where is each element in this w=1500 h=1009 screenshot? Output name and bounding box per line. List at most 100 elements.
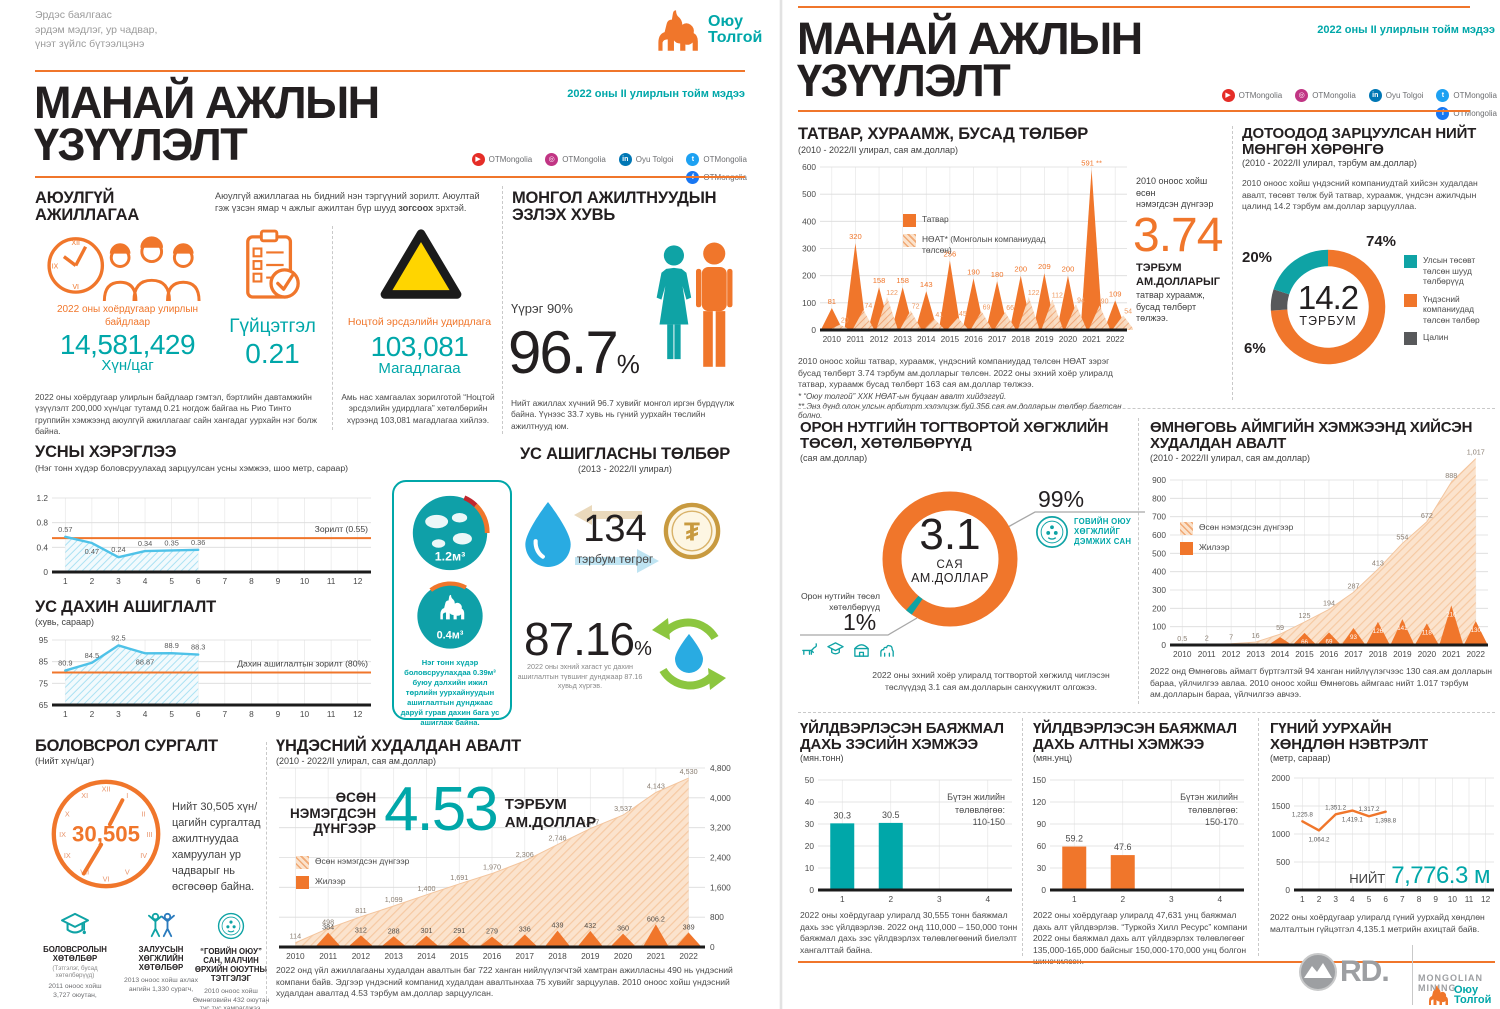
twitter-icon: t bbox=[1436, 89, 1450, 102]
svg-text:300: 300 bbox=[1152, 585, 1166, 595]
umnugovi-sub: (2010 - 2022/II улирал, сая ам.доллар) bbox=[1150, 453, 1311, 463]
svg-text:2,400: 2,400 bbox=[710, 853, 731, 863]
svg-text:6: 6 bbox=[196, 709, 201, 719]
workers-note: Нийт ажиллах хүчний 96.7 хувийг монгол и… bbox=[511, 398, 735, 431]
svg-text:2015: 2015 bbox=[941, 334, 960, 344]
title-line1: МАНАЙ АЖЛЫН bbox=[797, 13, 1143, 64]
copper-sub: (мян.тонн) bbox=[800, 753, 844, 763]
svg-text:800: 800 bbox=[1152, 493, 1166, 503]
svg-text:90: 90 bbox=[1037, 819, 1047, 829]
mountain-icon bbox=[1299, 953, 1337, 991]
program-note: 2010 оноос хойш Өмнөговийн 432 оюутан тус … bbox=[192, 987, 270, 1009]
tax-stat-unit: ТЭРБУМ АМ.ДОЛЛАРЫГ bbox=[1136, 262, 1220, 290]
social-link-linkedin[interactable]: in Oyu Tolgoi bbox=[618, 153, 673, 166]
social-link-twitter[interactable]: t OTMongolia bbox=[1436, 89, 1497, 102]
svg-text:95: 95 bbox=[39, 635, 49, 645]
social-label: OTMongolia bbox=[1238, 91, 1283, 100]
svg-text:2018: 2018 bbox=[1369, 649, 1388, 659]
social-link-instagram[interactable]: ◎ OTMongolia bbox=[1295, 89, 1356, 102]
youtube-icon: ▶ bbox=[1221, 89, 1235, 102]
svg-text:287: 287 bbox=[1347, 581, 1359, 590]
social-link-instagram[interactable]: ◎ OTMongolia bbox=[545, 153, 606, 166]
domestic-donut-chart bbox=[1270, 249, 1386, 365]
svg-text:2011: 2011 bbox=[847, 334, 865, 344]
svg-text:IX: IX bbox=[52, 263, 59, 270]
legend-item: Өсөн нэмэгдсэн дүнгээр bbox=[1180, 522, 1309, 535]
domestic-center-unit: ТЭРБУМ bbox=[1299, 314, 1357, 328]
svg-text:200: 200 bbox=[1014, 265, 1027, 274]
svg-text:30.3: 30.3 bbox=[833, 810, 851, 820]
svg-text:4,000: 4,000 bbox=[710, 793, 731, 803]
goat-icon bbox=[800, 641, 819, 664]
program-note: 2011 оноос хойш 3,727 оюутан, bbox=[48, 982, 102, 999]
svg-text:2011: 2011 bbox=[319, 951, 337, 961]
domestic-label-20: 20% bbox=[1242, 249, 1273, 266]
social-link-youtube[interactable]: ▶ OTMongolia bbox=[471, 153, 533, 166]
linkedin-icon: in bbox=[1368, 89, 1382, 102]
issue-label: 2022 оны II улирлын тойм мэдээ bbox=[567, 88, 745, 100]
svg-text:30: 30 bbox=[1037, 863, 1047, 873]
svg-text:2021: 2021 bbox=[1442, 649, 1461, 659]
national-stat-prefix3: ДҮНГЭЭР bbox=[313, 821, 377, 837]
svg-text:0: 0 bbox=[1041, 885, 1046, 895]
domestic-legend: Улсын төсөвт төлсөн шууд төлбөрүүд Үндэсн… bbox=[1404, 255, 1496, 352]
svg-text:336: 336 bbox=[519, 924, 531, 933]
svg-text:6: 6 bbox=[1383, 894, 1388, 904]
male-icon bbox=[696, 242, 733, 367]
svg-text:1,691: 1,691 bbox=[450, 873, 468, 882]
svg-text:109: 109 bbox=[1109, 289, 1122, 298]
svg-text:158: 158 bbox=[873, 276, 886, 285]
national-note: 2022 онд үйл ажиллагааны худалдан авалты… bbox=[276, 965, 733, 999]
community-icon bbox=[852, 641, 871, 664]
social-label: Oyu Tolgoi bbox=[1385, 91, 1424, 100]
svg-text:320: 320 bbox=[849, 232, 862, 241]
svg-text:2018: 2018 bbox=[1011, 334, 1030, 344]
svg-text:811: 811 bbox=[355, 906, 366, 915]
legend-label: Татвар bbox=[922, 214, 949, 224]
youth-icon bbox=[146, 912, 176, 942]
tax-stat-caption: 2010 оноос хойш өсөн нэмэгдсэн дүнгээр bbox=[1136, 176, 1228, 211]
grad-cap-icon bbox=[60, 912, 90, 942]
svg-text:4: 4 bbox=[1217, 894, 1222, 904]
divider bbox=[1138, 418, 1139, 704]
svg-text:88.3: 88.3 bbox=[191, 643, 205, 652]
svg-text:120: 120 bbox=[1032, 797, 1046, 807]
svg-text:III: III bbox=[146, 830, 152, 839]
legend-swatch bbox=[1180, 522, 1193, 535]
rule bbox=[35, 70, 745, 72]
water-reuse-value: 87.16% bbox=[524, 612, 652, 666]
safety-stat3-value: 103,081 bbox=[370, 331, 469, 362]
svg-text:130: 130 bbox=[1471, 627, 1482, 634]
divider bbox=[1258, 718, 1259, 956]
safety-stat1-value: 14,581,429 bbox=[59, 329, 196, 360]
svg-text:7: 7 bbox=[1400, 894, 1405, 904]
legend-item: Өсөн нэмэгдсэн дүнгээр bbox=[296, 856, 425, 869]
svg-text:5: 5 bbox=[169, 576, 174, 586]
social-links: ▶ OTMongolia ◎ OTMongolia in Oyu Tolgoi t OTMon… bbox=[1165, 84, 1497, 120]
svg-text:0.8: 0.8 bbox=[36, 518, 48, 528]
program-title: БОЛОВСРОЛЫН ХӨТӨЛБӨР bbox=[43, 945, 107, 963]
svg-text:90: 90 bbox=[1101, 299, 1109, 306]
svg-text:5: 5 bbox=[1367, 894, 1372, 904]
svg-text:2010: 2010 bbox=[823, 334, 842, 344]
svg-text:2017: 2017 bbox=[1344, 649, 1363, 659]
svg-text:1,600: 1,600 bbox=[710, 882, 731, 892]
program-note: 2013 оноос хойш ахлах ангийн 1,330 сурагч… bbox=[124, 976, 198, 993]
social-link-youtube[interactable]: ▶ OTMongolia bbox=[1221, 89, 1283, 102]
svg-text:2021: 2021 bbox=[647, 951, 666, 961]
water-usage-sub: (Нэг тонн хүдэр боловсруулахад зарцуулса… bbox=[35, 463, 349, 473]
social-label: OTMongolia bbox=[488, 155, 533, 164]
svg-text:141: 141 bbox=[1397, 625, 1408, 632]
safety-stat3-unit: Магадлагаа bbox=[378, 360, 461, 377]
legend-swatch bbox=[903, 234, 916, 247]
fund-name-l1: ГОВИЙН ОЮУ bbox=[1074, 517, 1131, 526]
social-link-twitter[interactable]: t OTMongolia bbox=[686, 153, 747, 166]
rule bbox=[798, 6, 1470, 8]
water-reuse-note: 2022 оны эхний хагаст ус дахин ашиглалты… bbox=[517, 662, 643, 691]
svg-text:2,746: 2,746 bbox=[549, 834, 567, 843]
svg-text:180: 180 bbox=[991, 270, 1004, 279]
social-link-linkedin[interactable]: in Oyu Tolgoi bbox=[1368, 89, 1424, 102]
svg-text:69: 69 bbox=[983, 304, 991, 311]
svg-text:0.24: 0.24 bbox=[111, 545, 125, 554]
